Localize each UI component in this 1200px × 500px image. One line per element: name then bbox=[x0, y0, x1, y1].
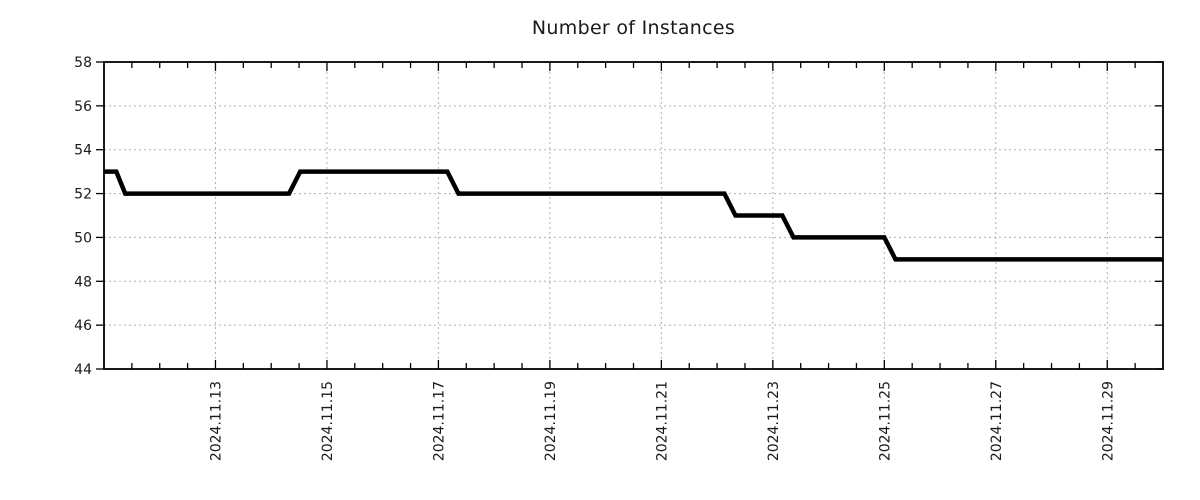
y-tick-label: 56 bbox=[74, 99, 92, 115]
y-tick-label: 48 bbox=[74, 274, 92, 290]
x-tick-label: 2024.11.25 bbox=[877, 381, 893, 461]
x-tick-label: 2024.11.21 bbox=[654, 381, 670, 461]
y-tick-label: 44 bbox=[74, 362, 92, 378]
plot-border bbox=[103, 61, 1164, 370]
x-tick-label: 2024.11.19 bbox=[543, 381, 559, 461]
y-tick-label: 54 bbox=[74, 143, 92, 159]
x-tick-label: 2024.11.23 bbox=[766, 381, 782, 461]
x-tick-label: 2024.11.15 bbox=[320, 381, 336, 461]
x-tick-label: 2024.11.17 bbox=[431, 381, 447, 461]
y-tick-label: 58 bbox=[74, 55, 92, 71]
x-tick-label: 2024.11.29 bbox=[1100, 381, 1116, 461]
data-line bbox=[104, 169, 1163, 262]
x-tick-label: 2024.11.27 bbox=[989, 381, 1005, 461]
y-tick-label: 46 bbox=[74, 318, 92, 334]
x-tick-label: 2024.11.13 bbox=[208, 381, 224, 461]
chart-title: Number of Instances bbox=[531, 17, 736, 39]
y-tick-label: 50 bbox=[74, 230, 92, 246]
y-tick-label: 52 bbox=[74, 187, 92, 203]
